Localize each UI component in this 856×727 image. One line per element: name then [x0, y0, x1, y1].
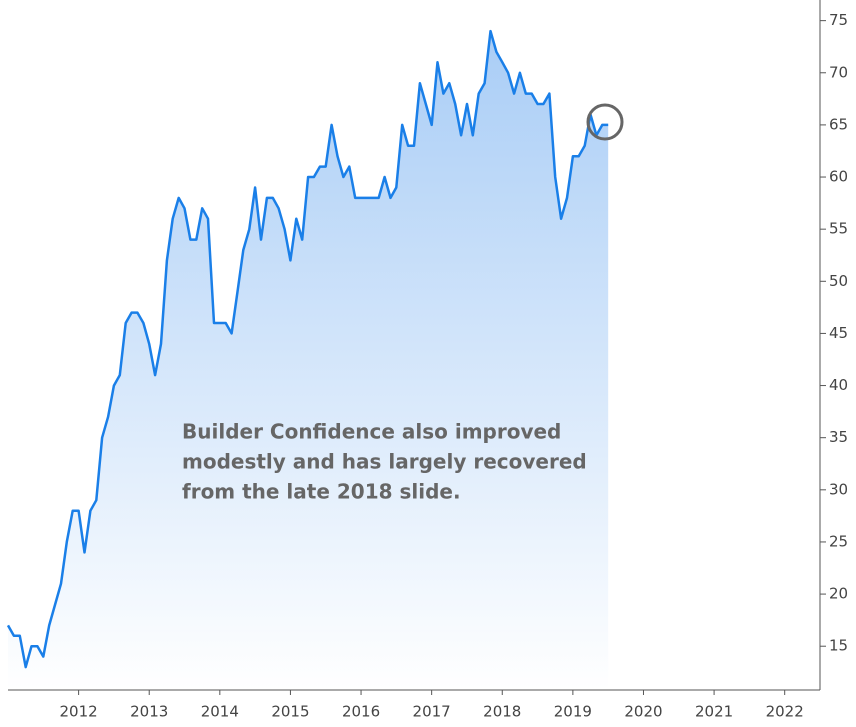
annotation: Builder Confidence also improved [182, 420, 561, 444]
area-fill [8, 31, 609, 691]
line [6, 29, 609, 669]
x-tick-label: 2019 [554, 703, 592, 721]
x-tick-label: 2016 [342, 703, 380, 721]
y-tick-label: 35 [829, 428, 848, 446]
highlight-circle [586, 103, 624, 141]
y-tick-label: 60 [829, 168, 848, 186]
y-tick-label: 75 [829, 11, 848, 29]
x-tick-label: 2014 [201, 703, 239, 721]
y-tick-label: 20 [829, 585, 848, 603]
x-tick-label: 2018 [483, 703, 521, 721]
x-tick-label: 2022 [766, 703, 804, 721]
y-tick-label: 15 [829, 637, 848, 655]
x-tick-label: 2012 [60, 703, 98, 721]
y-tick-label: 40 [829, 376, 848, 394]
y-tick-label: 65 [829, 115, 848, 133]
y-tick-label: 50 [829, 272, 848, 290]
x-tick-label: 2017 [413, 703, 451, 721]
y-tick-label: 45 [829, 324, 848, 342]
x-tick-label: 2015 [271, 703, 309, 721]
annotation: modestly and has largely recovered [182, 450, 587, 474]
y-tick-label: 70 [829, 63, 848, 81]
x-tick-label: 2021 [695, 703, 733, 721]
x-tick-label: 2013 [130, 703, 168, 721]
y-tick-label: 30 [829, 480, 848, 498]
y-tick-label: 55 [829, 220, 848, 238]
y-tick-label: 25 [829, 532, 848, 550]
x-tick-label: 2020 [624, 703, 662, 721]
annotation: from the late 2018 slide. [182, 480, 461, 504]
